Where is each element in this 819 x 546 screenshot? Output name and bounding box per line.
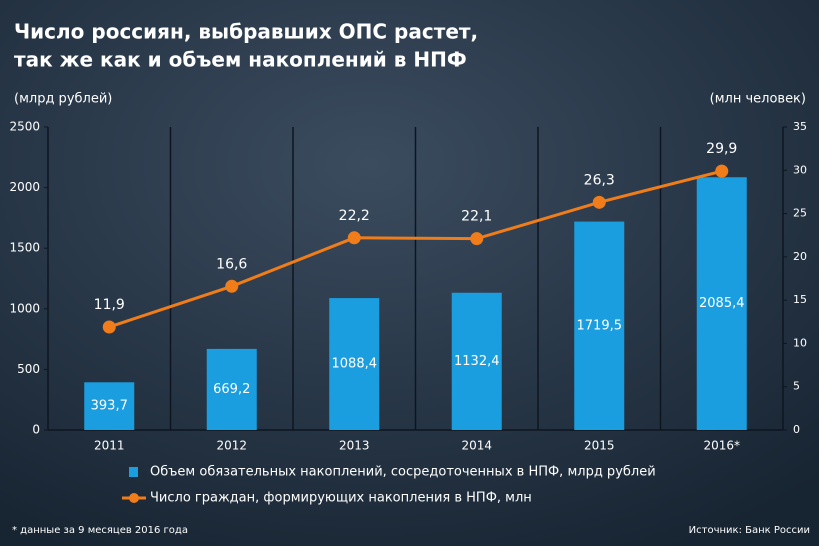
y-tick-label: 2500 — [9, 120, 40, 134]
y2-tick-label: 25 — [793, 207, 807, 220]
x-tick-label: 2012 — [216, 439, 247, 453]
line-point — [592, 195, 606, 209]
line-value-label: 16,6 — [216, 256, 247, 272]
footnote: * данные за 9 месяцев 2016 года — [12, 525, 188, 536]
y2-tick-label: 5 — [793, 380, 800, 393]
bar — [451, 292, 502, 430]
line — [108, 169, 723, 329]
bar-value-label: 669,2 — [213, 382, 250, 397]
line-value-label: 11,9 — [94, 297, 125, 313]
y2-tick-label: 0 — [793, 423, 800, 436]
y-axis-label: (млрд рублей) — [14, 92, 112, 107]
line-value-label: 26,3 — [584, 172, 615, 188]
line-point — [715, 164, 729, 178]
line-value-label: 29,9 — [706, 141, 737, 157]
bar — [329, 298, 380, 430]
chart-subtitle: так же как и объем накоплений в НПФ — [14, 48, 467, 72]
y2-tick-label: 15 — [793, 293, 807, 306]
chart-title: Число россиян, выбравших ОПС растет, — [14, 20, 478, 44]
y-tick-label: 0 — [32, 423, 40, 437]
source: Источник: Банк России — [689, 525, 810, 536]
bar-value-label: 2085,4 — [699, 296, 745, 311]
line-value-label: 22,2 — [339, 208, 370, 224]
line-value-label: 22,1 — [461, 209, 492, 225]
legend-swatch — [129, 467, 138, 477]
y-tick-label: 2000 — [9, 180, 40, 194]
line-point — [225, 279, 239, 293]
legend-label: Число граждан, формирующих накопления в … — [150, 491, 532, 506]
bar — [574, 221, 625, 430]
y2-tick-label: 35 — [793, 120, 807, 133]
line-point — [102, 320, 116, 334]
y-tick-label: 1000 — [9, 301, 40, 315]
bar — [84, 382, 135, 430]
x-tick-label: 2011 — [94, 439, 125, 453]
y2-axis-label: (млн человек) — [710, 92, 806, 107]
line-point — [347, 231, 361, 245]
x-tick-label: 2013 — [339, 439, 370, 453]
bar — [696, 177, 747, 430]
legend-swatch — [129, 493, 139, 503]
y-tick-label: 1500 — [9, 241, 40, 255]
line-point — [470, 232, 484, 246]
bar-value-label: 1719,5 — [577, 318, 623, 333]
bar-value-label: 1088,4 — [332, 357, 378, 372]
y2-tick-label: 30 — [793, 163, 807, 176]
x-tick-label: 2014 — [461, 439, 492, 453]
bar — [206, 348, 257, 430]
y2-tick-label: 20 — [793, 250, 807, 263]
bar-value-label: 1132,4 — [454, 354, 500, 369]
x-tick-label: 2016* — [703, 439, 740, 453]
bar-value-label: 393,7 — [91, 399, 128, 414]
y2-tick-label: 10 — [793, 336, 807, 349]
legend-label: Объем обязательных накоплений, сосредото… — [150, 465, 656, 480]
y-tick-label: 500 — [17, 362, 40, 376]
x-tick-label: 2015 — [584, 439, 615, 453]
